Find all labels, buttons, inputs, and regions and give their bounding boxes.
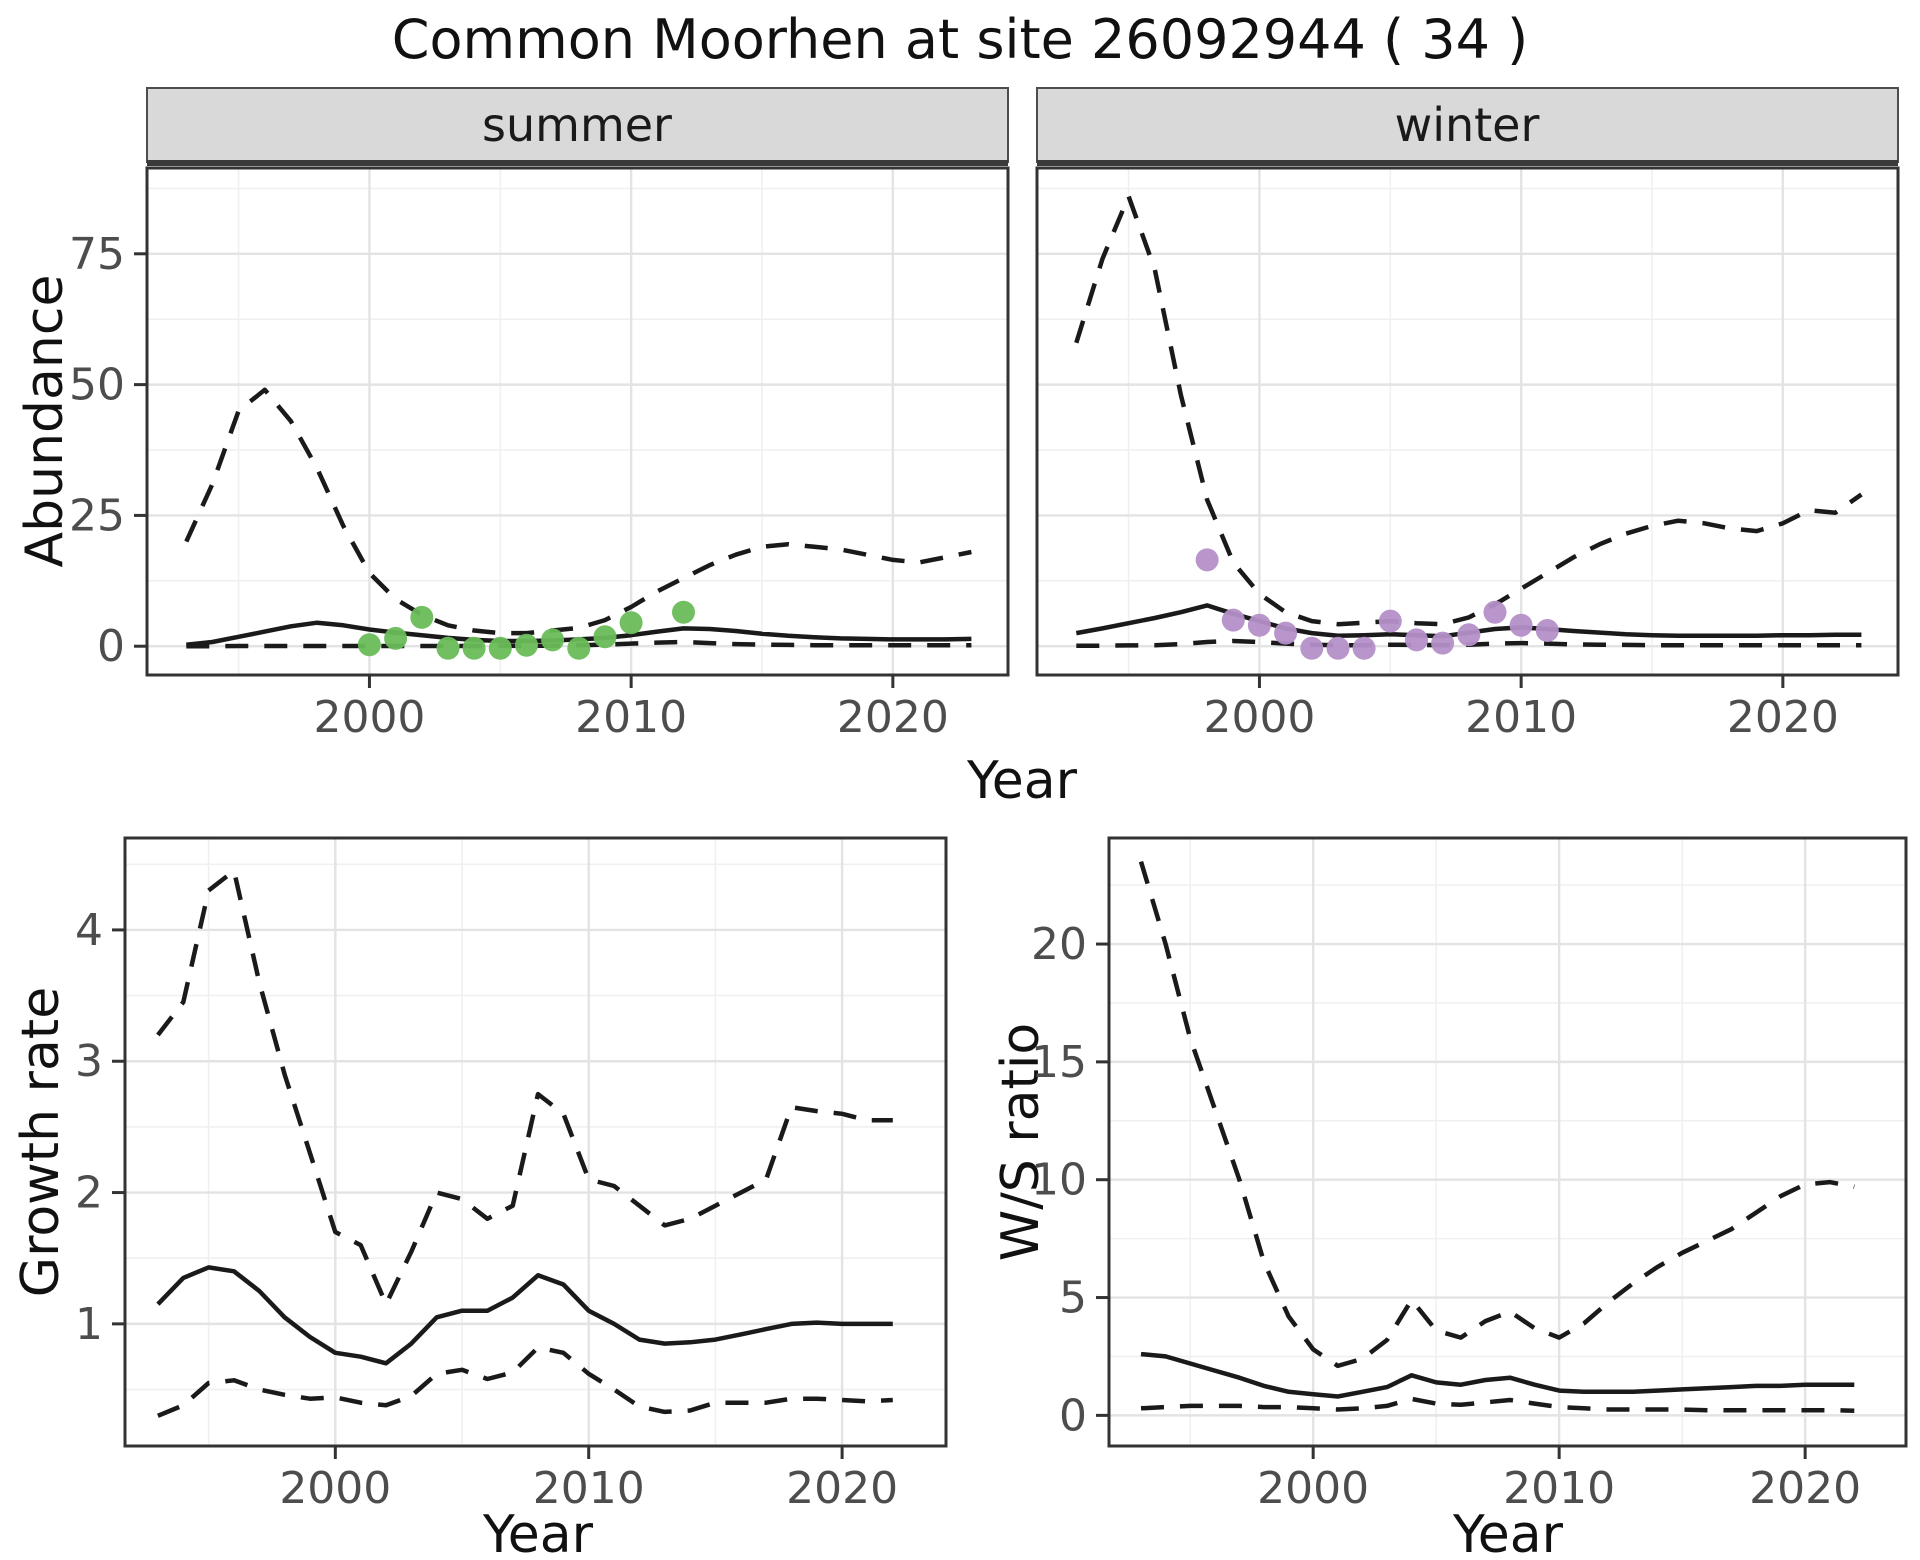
y-tick-label: 75 <box>69 229 125 280</box>
series-group <box>184 387 972 660</box>
x-tick-label: 2010 <box>1465 692 1577 743</box>
panel-bg <box>125 838 946 1446</box>
observation-point <box>462 636 486 660</box>
observation-point <box>436 636 460 660</box>
y-tick-label: 20 <box>1031 919 1087 970</box>
observation-point <box>1509 613 1533 637</box>
ws-ratio-axis-title: W/S ratio <box>991 1023 1051 1261</box>
x-tick-label: 2000 <box>1203 692 1315 743</box>
x-tick-label: 2000 <box>313 692 425 743</box>
series-group <box>1074 194 1863 660</box>
x-tick-label: 2010 <box>1503 1463 1615 1514</box>
panel-winter: 2000 2010 2020 <box>1035 166 1900 743</box>
chart-title: Common Moorhen at site 26092944 ( 34 ) <box>392 8 1528 71</box>
panel-growth: 2000 2010 2020 1 2 3 4 <box>75 836 948 1514</box>
x-tick-label: 2000 <box>279 1463 391 1514</box>
growth-rate-axis-title: Growth rate <box>11 987 71 1297</box>
observation-point <box>1274 621 1298 645</box>
strip-label-summer: summer <box>482 98 672 152</box>
observation-point <box>1300 636 1324 660</box>
y-tick-label: 5 <box>1059 1273 1087 1324</box>
observation-point <box>1247 613 1271 637</box>
observation-point <box>567 636 591 660</box>
ci-lower-line <box>157 1345 893 1418</box>
strip-label-winter: winter <box>1395 98 1540 152</box>
y-tick-label: 3 <box>75 1036 103 1087</box>
y-tick-label: 2 <box>75 1168 103 1219</box>
observation-point <box>410 605 434 629</box>
observation-point <box>1195 548 1219 572</box>
panel-border <box>1035 166 1900 677</box>
observation-point <box>384 626 408 650</box>
mean-line <box>1140 1351 1855 1399</box>
panel-ws: 2000 2010 2020 0 5 10 15 20 <box>1031 836 1908 1514</box>
observation-point <box>619 611 643 635</box>
observation-point <box>1221 608 1245 632</box>
x-tick-label: 2000 <box>1257 1463 1369 1514</box>
y-tick-label: 0 <box>97 621 125 672</box>
ci-lower-line <box>1140 1396 1855 1413</box>
x-tick-label: 2020 <box>837 692 949 743</box>
observation-point <box>1535 619 1559 642</box>
observation-point <box>593 625 617 649</box>
ci-upper-line <box>156 868 893 1307</box>
x-tick-label: 2020 <box>1727 692 1839 743</box>
observation-point <box>1457 623 1481 647</box>
y-tick-label: 0 <box>1059 1390 1087 1441</box>
mean-line <box>156 1265 893 1366</box>
y-tick-label: 10 <box>1031 1155 1087 1206</box>
observation-point <box>1405 628 1428 652</box>
panel-bg <box>147 168 1008 675</box>
series-group <box>156 868 893 1418</box>
observation-point <box>488 636 512 660</box>
growth-x-axis-title: Year <box>482 1505 594 1560</box>
observation-point <box>672 600 695 624</box>
y-tick-label: 25 <box>69 490 125 541</box>
panel-border <box>1107 836 1908 1448</box>
panel-summer: 2000 2010 2020 0 25 50 75 <box>69 166 1010 743</box>
observation-point <box>357 633 381 657</box>
series-group <box>1138 860 1855 1413</box>
panel-bg <box>1109 838 1906 1446</box>
observation-point <box>1431 631 1455 655</box>
panel-border <box>145 166 1010 677</box>
facet-strips: summer winter <box>146 87 1899 166</box>
strip-winter <box>1036 87 1899 163</box>
observation-point <box>1378 609 1402 633</box>
y-tick-label: 15 <box>1031 1037 1087 1088</box>
strip-summer <box>146 87 1009 163</box>
ci-upper-line <box>1074 194 1863 627</box>
observation-point <box>1352 636 1376 660</box>
x-tick-label: 2010 <box>575 692 687 743</box>
x-tick-label: 2020 <box>1749 1463 1861 1514</box>
top-x-axis-title: Year <box>966 751 1078 811</box>
y-tick-label: 4 <box>75 905 103 956</box>
ws-x-axis-title: Year <box>1452 1505 1564 1560</box>
x-tick-label: 2010 <box>533 1463 645 1514</box>
panel-border <box>123 836 948 1448</box>
y-tick-label: 1 <box>75 1299 103 1350</box>
observation-point <box>1326 636 1350 660</box>
x-tick-label: 2020 <box>786 1463 898 1514</box>
ci-upper-line <box>1138 860 1855 1369</box>
observation-point <box>1483 600 1507 624</box>
y-tick-label: 50 <box>69 360 125 411</box>
abundance-axis-title: Abundance <box>15 275 75 568</box>
observation-point <box>515 633 538 657</box>
observation-point <box>541 628 565 652</box>
panel-bg <box>1037 168 1898 675</box>
